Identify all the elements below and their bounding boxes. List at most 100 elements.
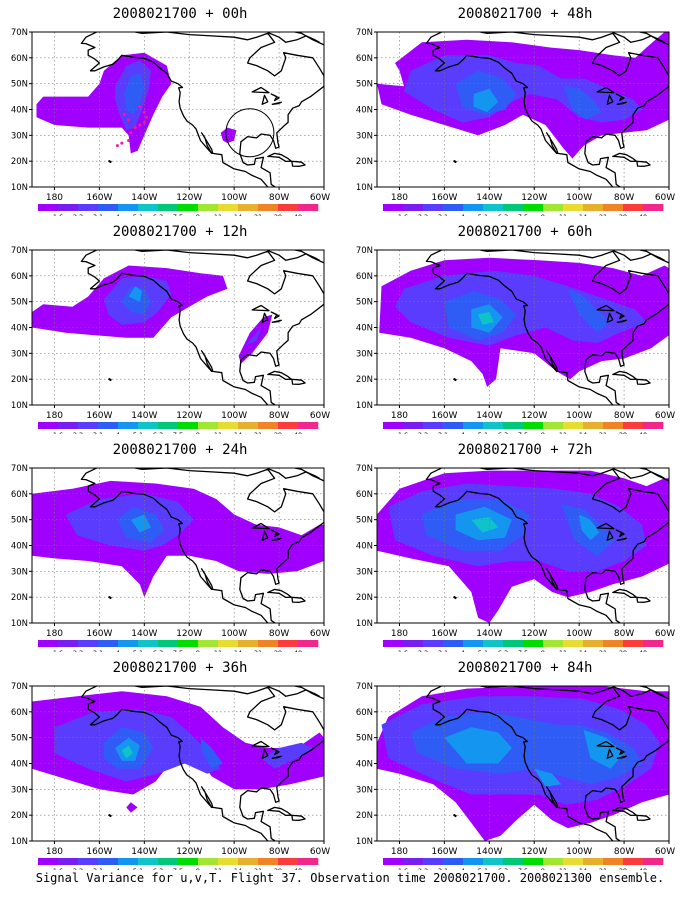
map-48h: 180 160W 140W 120W 100W 80W 60W 10N 20N 30N 40N 50N… bbox=[356, 28, 675, 216]
colorbar-swatch bbox=[603, 204, 624, 211]
lon-tick-label: 160W bbox=[86, 193, 112, 203]
panel-36h: 2008021700 + 36h 180 160W 140W 120W 100W 80W 6… bbox=[10, 654, 350, 870]
colorbar-label: 29 bbox=[619, 431, 627, 434]
colorbar-label: 29 bbox=[274, 649, 282, 652]
coastline bbox=[291, 596, 306, 603]
lat-tick-label: 40N bbox=[11, 106, 28, 116]
variance-contour bbox=[200, 737, 223, 769]
colorbar-label: 21 bbox=[599, 213, 607, 216]
colorbar-swatch bbox=[138, 422, 159, 429]
colorbar-swatch bbox=[383, 640, 404, 647]
colorbar-swatch bbox=[463, 204, 484, 211]
panel-12h: 2008021700 + 12h 180 160W 140W 120W 100W 80W 6… bbox=[10, 218, 350, 434]
colorbar-label: 1.6 bbox=[53, 431, 63, 434]
colorbar-swatch bbox=[483, 204, 504, 211]
lon-tick-label: 60W bbox=[655, 629, 675, 639]
colorbar-label: 11 bbox=[214, 649, 222, 652]
coastline bbox=[108, 596, 112, 600]
colorbar-label: 2.2 bbox=[418, 213, 428, 216]
lake-outline bbox=[615, 311, 625, 320]
coastline bbox=[267, 250, 320, 261]
colorbar-label: 3.1 bbox=[438, 213, 448, 216]
colorbar-label: 9 bbox=[196, 213, 200, 216]
colorbar-label: 4 bbox=[461, 649, 465, 652]
colorbar-label: 21 bbox=[254, 867, 262, 870]
lake-outline bbox=[615, 529, 625, 538]
colorbar-swatch bbox=[98, 422, 119, 429]
colorbar-label: 2.2 bbox=[73, 867, 83, 870]
lon-tick-label: 160W bbox=[431, 847, 457, 857]
colorbar-label: 29 bbox=[274, 213, 282, 216]
panel-84h: 2008021700 + 84h 180 160W 140W 120W 100W 80W 6… bbox=[355, 654, 695, 870]
lat-tick-label: 70N bbox=[11, 246, 28, 256]
colorbar-label: 14 bbox=[579, 213, 587, 216]
lon-tick-label: 180 bbox=[46, 847, 63, 857]
colorbar-label: 7.5 bbox=[518, 649, 528, 652]
colorbar-swatch bbox=[178, 204, 199, 211]
colorbar-swatch bbox=[443, 422, 464, 429]
lat-tick-label: 40N bbox=[11, 760, 28, 770]
colorbar-label: 40 bbox=[639, 867, 647, 870]
colorbar-swatch bbox=[463, 858, 484, 865]
lat-tick-label: 30N bbox=[356, 349, 373, 359]
colorbar-swatch bbox=[603, 640, 624, 647]
coastline bbox=[80, 250, 324, 405]
colorbar-label: 21 bbox=[599, 649, 607, 652]
colorbar-label: 1.6 bbox=[53, 867, 63, 870]
colorbar-swatch bbox=[78, 204, 99, 211]
lat-tick-label: 30N bbox=[11, 785, 28, 795]
lon-tick-label: 80W bbox=[269, 847, 289, 857]
lat-tick-label: 40N bbox=[11, 324, 28, 334]
colorbar-label: 40 bbox=[294, 431, 302, 434]
colorbar-swatch bbox=[38, 204, 59, 211]
colorbar-swatch bbox=[423, 858, 444, 865]
lat-tick-label: 50N bbox=[11, 80, 28, 90]
colorbar-swatch bbox=[118, 640, 139, 647]
colorbar-swatch bbox=[583, 204, 604, 211]
coastline bbox=[80, 468, 324, 623]
colorbar-swatch bbox=[238, 640, 259, 647]
lat-tick-label: 50N bbox=[356, 734, 373, 744]
coastline bbox=[267, 686, 320, 697]
panel-title: 2008021700 + 00h bbox=[112, 6, 248, 22]
colorbar-label: 11 bbox=[559, 213, 567, 216]
lake-outline bbox=[270, 747, 280, 756]
colorbar-label: 29 bbox=[274, 867, 282, 870]
panel-72h: 2008021700 + 72h 180 160W 140W 120W 100W 80W 6… bbox=[355, 436, 695, 652]
lake-outline bbox=[270, 529, 280, 538]
colorbar-swatch bbox=[543, 640, 564, 647]
lat-tick-label: 60N bbox=[356, 272, 373, 282]
colorbar-label: 5.1 bbox=[133, 213, 143, 216]
variance-contour bbox=[121, 745, 134, 759]
coastline bbox=[636, 160, 651, 167]
lake-outline bbox=[615, 93, 625, 102]
colorbar-label: 14 bbox=[234, 213, 242, 216]
lat-tick-label: 30N bbox=[11, 349, 28, 359]
lon-tick-label: 140W bbox=[131, 847, 157, 857]
colorbar-swatch bbox=[258, 422, 279, 429]
colorbar-swatch bbox=[523, 204, 544, 211]
colorbar-label: 11 bbox=[214, 867, 222, 870]
coastline bbox=[453, 160, 457, 164]
colorbar-label: 7.5 bbox=[173, 213, 183, 216]
colorbar-label: 9 bbox=[541, 867, 545, 870]
colorbar-swatch bbox=[503, 204, 524, 211]
colorbar-label: 21 bbox=[599, 431, 607, 434]
colorbar-swatch bbox=[403, 640, 424, 647]
lat-tick-label: 50N bbox=[356, 80, 373, 90]
colorbar-label: 1.6 bbox=[398, 431, 408, 434]
colorbar-swatch bbox=[258, 204, 279, 211]
observation-point bbox=[115, 144, 119, 148]
colorbar-swatch bbox=[218, 640, 239, 647]
panel-24h: 2008021700 + 24h 180 160W 140W 120W 100W 80W 6… bbox=[10, 436, 350, 652]
lat-tick-label: 40N bbox=[356, 760, 373, 770]
colorbar-label: 2.2 bbox=[418, 867, 428, 870]
colorbar-label: 5.1 bbox=[478, 649, 488, 652]
coastline bbox=[612, 468, 665, 479]
lake-outline bbox=[596, 522, 615, 530]
coastline bbox=[425, 32, 669, 187]
lake-outline bbox=[271, 537, 282, 541]
panel-title: 2008021700 + 12h bbox=[112, 224, 248, 240]
colorbar-label: 1.6 bbox=[398, 213, 408, 216]
lat-tick-label: 40N bbox=[356, 106, 373, 116]
